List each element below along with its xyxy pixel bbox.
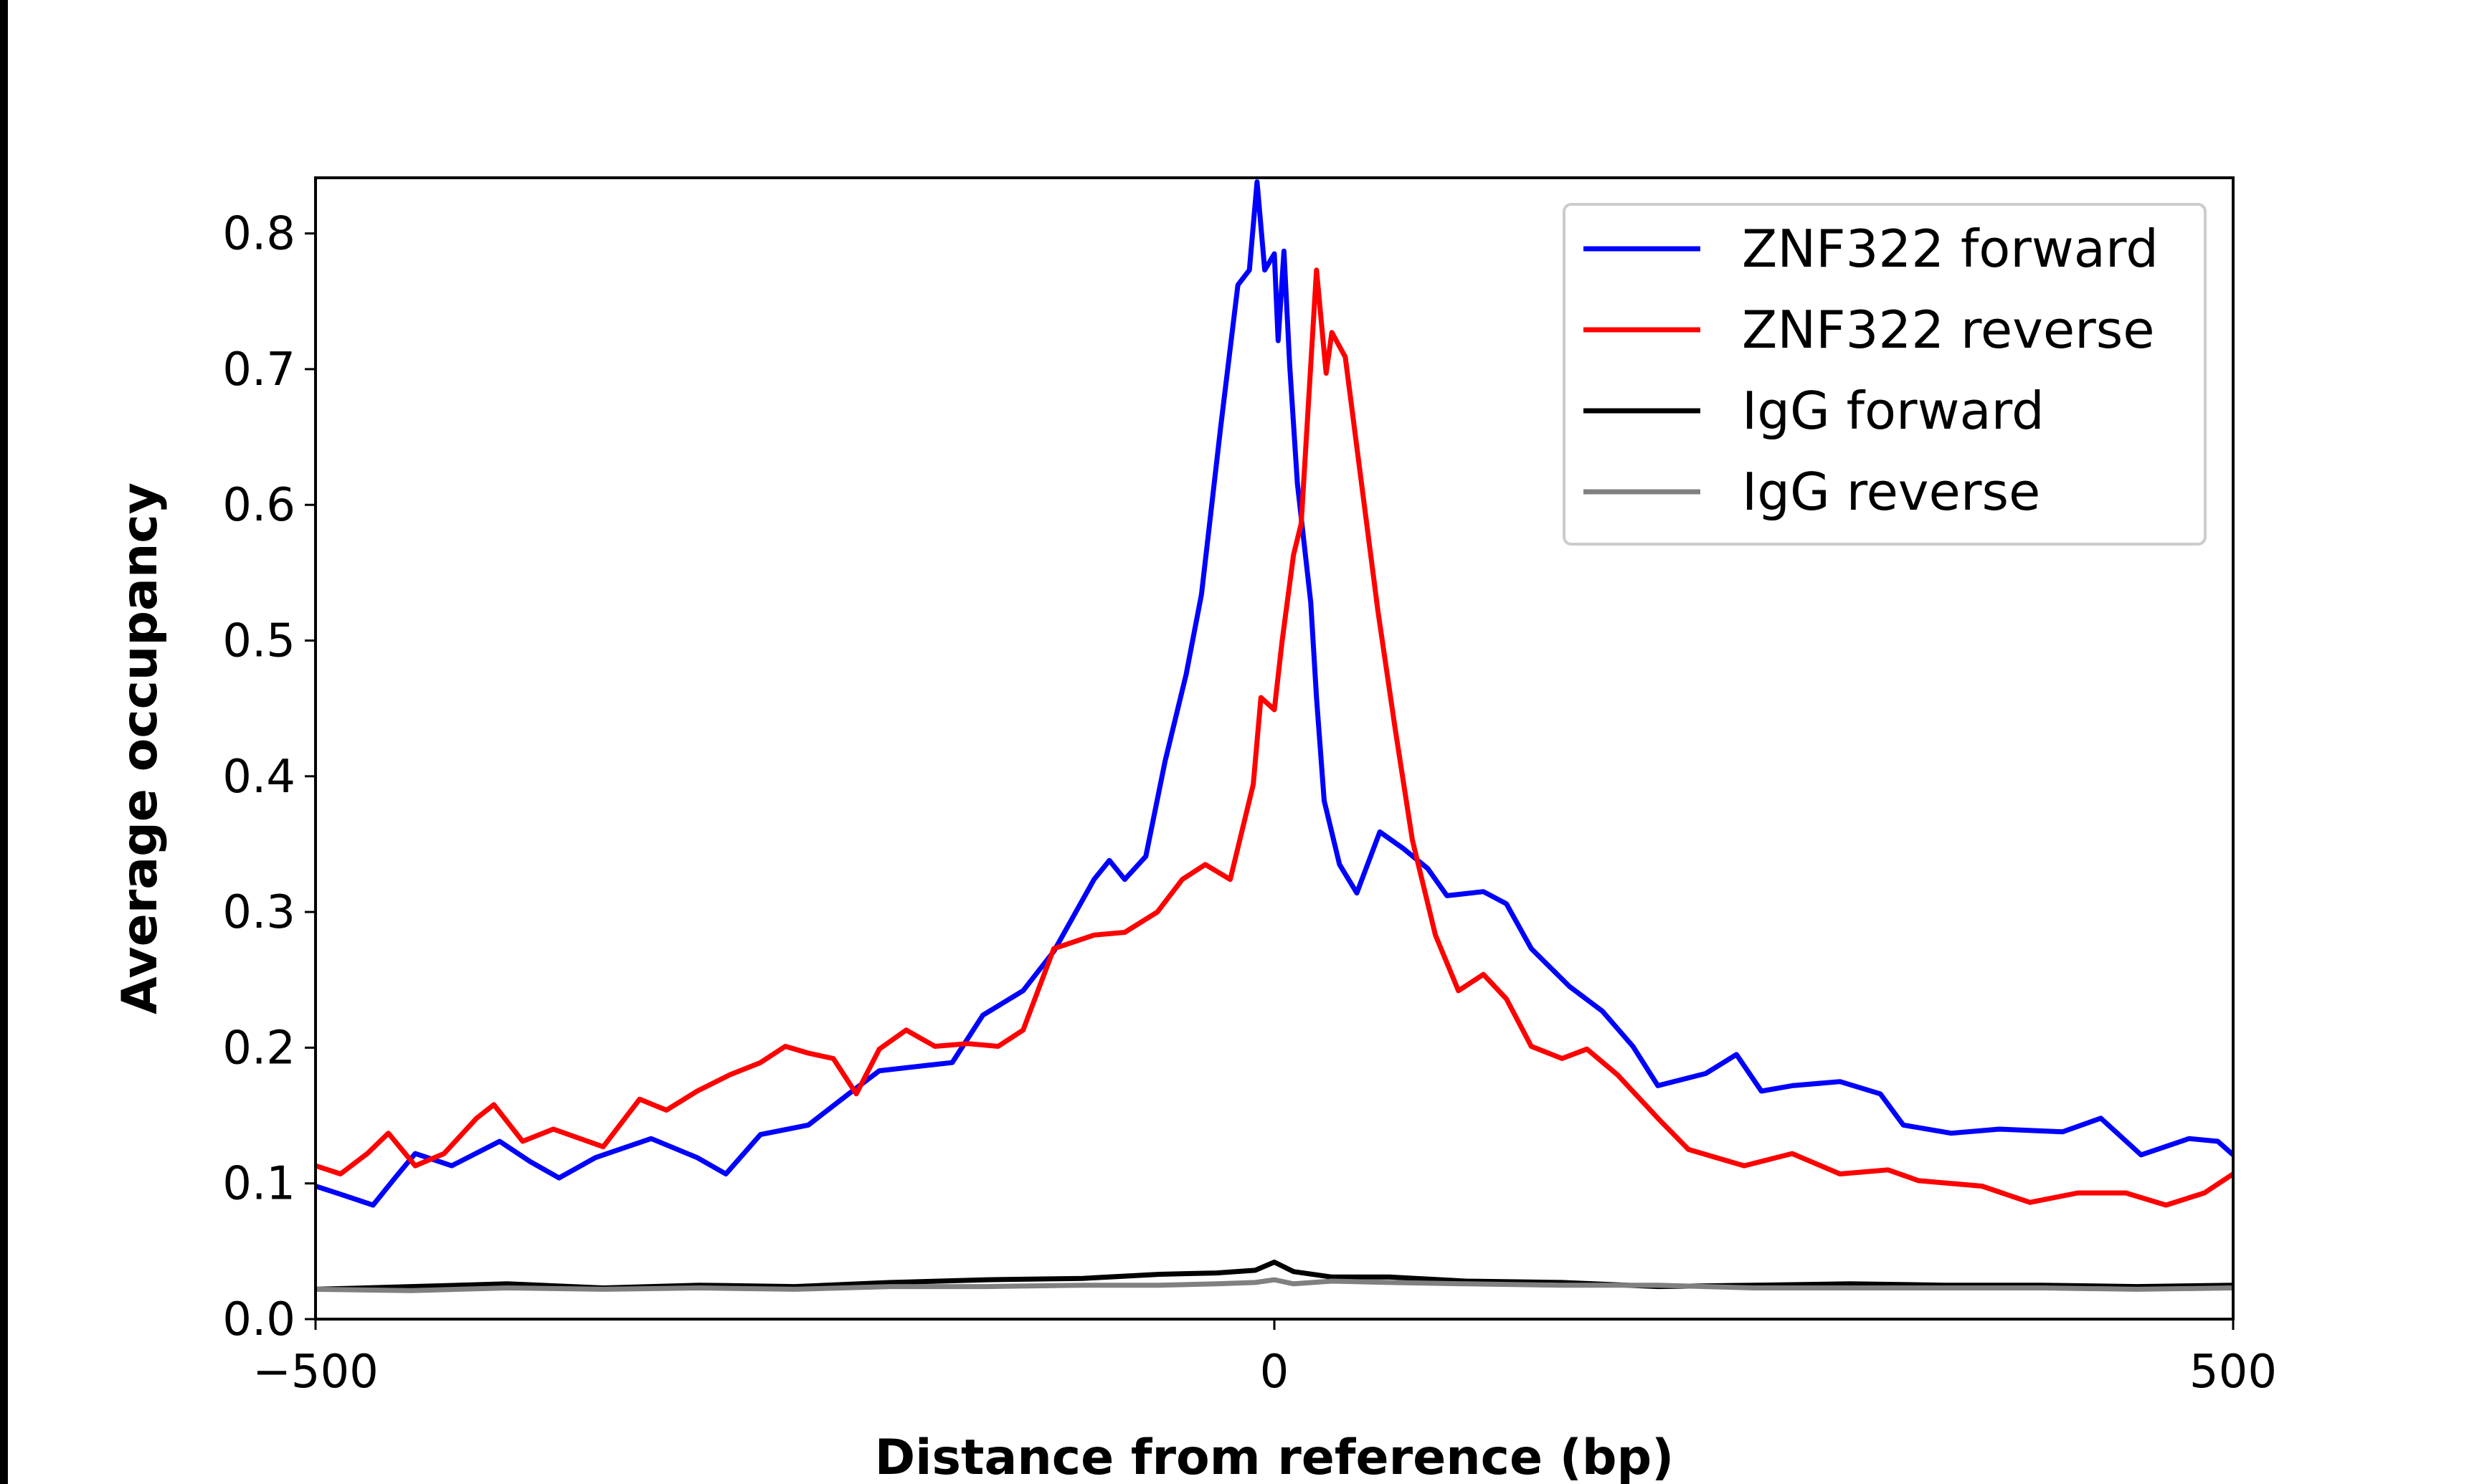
legend-label: ZNF322 reverse <box>1742 300 2155 360</box>
legend-label: IgG reverse <box>1742 462 2040 522</box>
y-tick-label: 0.1 <box>222 1158 295 1211</box>
y-tick-label: 0.4 <box>222 751 295 804</box>
y-tick-label: 0.6 <box>222 479 295 532</box>
legend-label: ZNF322 forward <box>1742 219 2159 279</box>
legend-label: IgG forward <box>1742 381 2045 441</box>
y-axis-title: Average occupancy <box>112 482 169 1014</box>
x-tick-label: 0 <box>1260 1346 1289 1399</box>
series-line-znf322-forward <box>314 179 2235 1208</box>
y-tick-label: 0.2 <box>222 1022 295 1075</box>
ticks-layer: 0.0 0.1 0.2 0.3 0.4 0.5 0.6 0.7 0.8 −500 0 500 <box>222 208 2277 1399</box>
x-axis-title: Distance from reference (bp) <box>875 1430 1674 1484</box>
x-tick-label: 500 <box>2189 1346 2277 1399</box>
series-line-znf322-reverse <box>314 267 2235 1208</box>
series-line-igg-forward <box>315 1260 2234 1292</box>
legend-box <box>1563 203 2207 546</box>
y-tick-label: 0.5 <box>222 615 295 668</box>
y-tick-label: 0.0 <box>222 1293 295 1346</box>
legend: ZNF322 forward ZNF322 reverse IgG forward I… <box>1563 203 2207 546</box>
y-tick-label: 0.3 <box>222 886 295 939</box>
y-tick-label: 0.8 <box>222 208 295 261</box>
series-layer <box>314 179 2235 1293</box>
y-tick-label: 0.7 <box>222 343 295 396</box>
x-tick-label: −500 <box>252 1346 379 1399</box>
series-line-igg-reverse <box>315 1277 2234 1293</box>
frame-edge <box>0 0 8 1484</box>
